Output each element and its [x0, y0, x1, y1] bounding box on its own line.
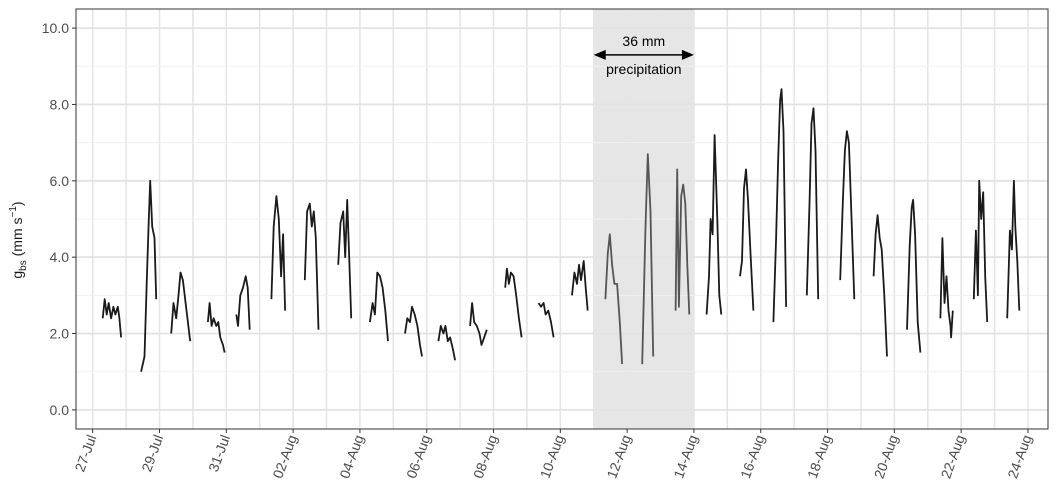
series-line: [872, 214, 888, 357]
x-tick-label: 16-Aug: [737, 433, 767, 481]
series-line: [839, 130, 856, 300]
series-line: [235, 275, 251, 330]
series-line: [270, 195, 286, 311]
y-tick-label: 2.0: [50, 326, 70, 342]
series-line: [571, 260, 589, 311]
annotation-label: precipitation: [606, 61, 682, 77]
tick-layer: 0.0 2.0 4.0 6.0 8.0 10.0 27-Jul 29-Jul 31-Jul 02-…: [42, 20, 1035, 480]
annotation-arrowhead-right: [681, 49, 694, 60]
series-layer: [101, 88, 1021, 372]
x-tick-label: 12-Aug: [603, 433, 633, 481]
x-tick-label: 04-Aug: [336, 433, 366, 481]
series-line: [705, 134, 723, 315]
annotation-arrowhead-left: [593, 49, 606, 60]
y-tick-label: 0.0: [50, 402, 70, 418]
series-line: [337, 198, 353, 319]
x-tick-label: 14-Aug: [670, 433, 700, 481]
precipitation-annotation: 36 mm precipitation: [593, 33, 694, 77]
y-axis-title: gbs (mm s−1): [8, 201, 29, 278]
series-line: [972, 179, 989, 323]
series-line: [207, 302, 226, 353]
x-tick-label: 06-Aug: [403, 433, 433, 481]
y-tick-label: 4.0: [50, 249, 70, 265]
x-tick-label: 27-Jul: [71, 433, 99, 474]
plot-panel-border: [75, 8, 1049, 430]
series-line: [805, 107, 820, 300]
series-line: [772, 88, 787, 323]
series-line: [140, 179, 158, 372]
x-tick-label: 31-Jul: [205, 433, 233, 474]
x-tick-label: 29-Jul: [138, 433, 166, 474]
series-line: [101, 298, 122, 338]
grid-layer: [76, 9, 1048, 429]
series-line: [604, 233, 623, 365]
series-line: [369, 271, 389, 342]
y-tick-label: 6.0: [50, 173, 70, 189]
x-tick-label: 18-Aug: [804, 433, 834, 481]
x-tick-label: 10-Aug: [537, 433, 567, 481]
series-line: [906, 198, 922, 353]
y-tick-label: 8.0: [50, 96, 70, 112]
series-line: [1006, 179, 1021, 319]
series-line: [303, 202, 320, 330]
y-tick-label: 10.0: [42, 20, 69, 36]
series-line: [170, 271, 192, 342]
x-tick-label: 02-Aug: [269, 433, 299, 481]
series-line: [674, 168, 691, 315]
x-tick-label: 20-Aug: [871, 433, 901, 481]
series-line: [469, 302, 488, 346]
series-line: [404, 305, 423, 357]
series-line: [739, 168, 755, 311]
series-line: [504, 267, 523, 338]
series-line: [939, 237, 954, 339]
series-line: [437, 324, 456, 361]
series-line: [641, 153, 655, 365]
x-tick-label: 22-Aug: [937, 433, 967, 481]
annotation-amount: 36 mm: [622, 33, 665, 49]
x-tick-label: 24-Aug: [1004, 433, 1034, 481]
x-tick-label: 08-Aug: [470, 433, 500, 481]
series-line: [537, 302, 555, 338]
